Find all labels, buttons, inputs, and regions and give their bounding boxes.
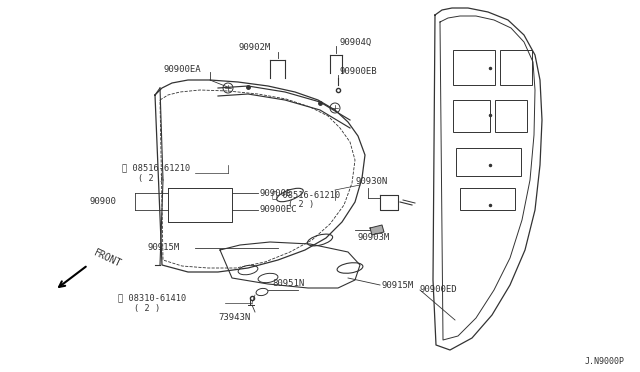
Text: 73943N: 73943N [218,314,250,323]
Text: 90903M: 90903M [357,234,389,243]
Text: 90900EC: 90900EC [260,205,298,215]
Text: ( 2 ): ( 2 ) [288,201,314,209]
Text: Ⓢ 08516-61210: Ⓢ 08516-61210 [272,190,340,199]
Text: 90900: 90900 [90,198,117,206]
Text: FRONT: FRONT [92,247,123,269]
Text: 90930N: 90930N [355,177,387,186]
Text: ( 2 ): ( 2 ) [134,304,160,312]
Text: 90900EB: 90900EB [340,67,378,77]
Bar [460,188,515,210]
Text: Ⓢ 08516-61210: Ⓢ 08516-61210 [122,164,190,173]
Text: 90915M: 90915M [382,280,414,289]
Text: 90900ED: 90900ED [420,285,458,295]
Bar [500,50,532,85]
Text: J.N9000P: J.N9000P [585,357,625,366]
Text: 90915M: 90915M [148,244,180,253]
Bar [453,100,490,132]
Text: 90900EA: 90900EA [163,65,201,74]
Text: 90900E: 90900E [260,189,292,198]
Text: Ⓢ 08310-61410: Ⓢ 08310-61410 [118,294,186,302]
Bar [453,50,495,85]
Text: 80951N: 80951N [272,279,304,289]
Text: 90902M: 90902M [239,44,271,52]
Bar [495,100,527,132]
Bar [456,148,521,176]
Text: 90904Q: 90904Q [340,38,372,46]
Text: ( 2 ): ( 2 ) [138,173,164,183]
Polygon shape [370,225,384,235]
